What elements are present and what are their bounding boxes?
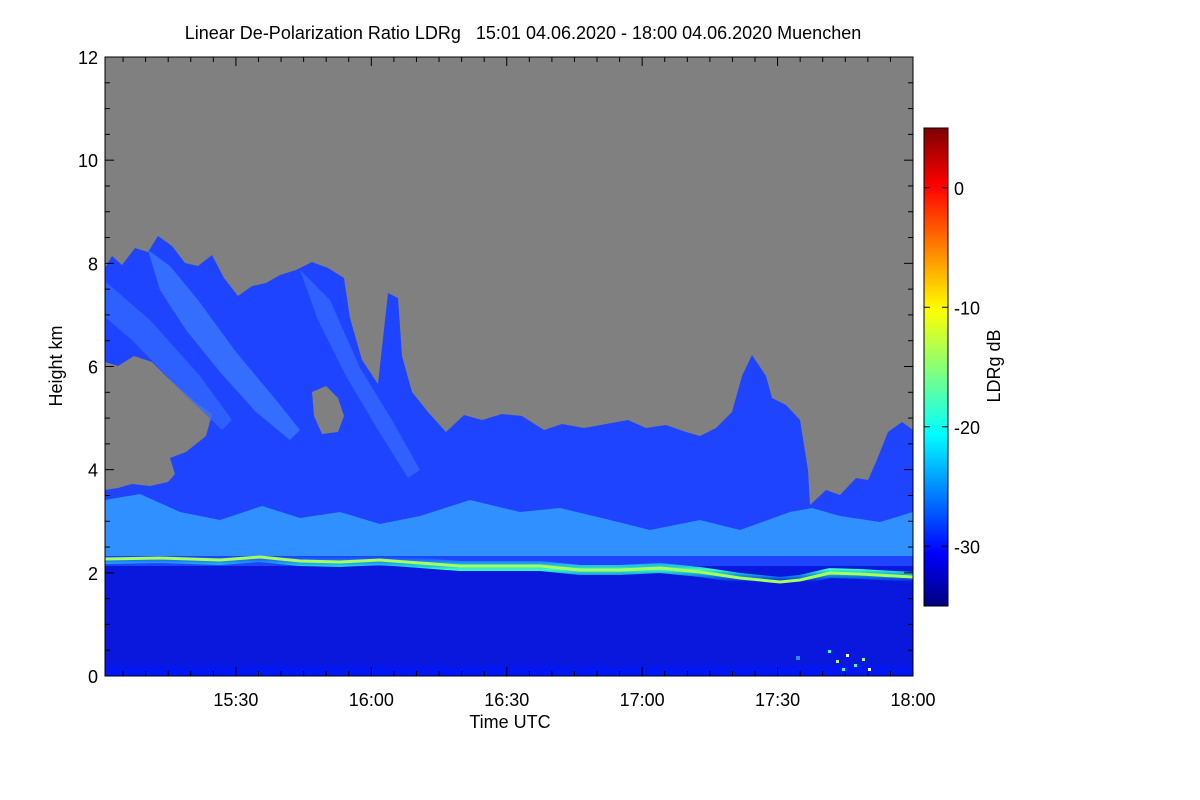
x-tick-label: 18:00 bbox=[890, 690, 935, 710]
cloud-light-streak-2 bbox=[300, 270, 420, 478]
colorbar-tick-label: -10 bbox=[954, 298, 980, 318]
lower-boundary-layer-dip bbox=[640, 572, 913, 600]
y-tick-label: 10 bbox=[78, 151, 98, 171]
x-axis-label: Time UTC bbox=[469, 712, 550, 732]
speckle-cluster bbox=[796, 650, 871, 671]
clear-sky-patch-left bbox=[105, 356, 212, 490]
cloud-base-fringe bbox=[105, 494, 913, 556]
clear-sky-patch-mid bbox=[312, 386, 344, 434]
plot-area bbox=[105, 57, 913, 676]
x-tick-label: 17:30 bbox=[755, 690, 800, 710]
y-tick-label: 6 bbox=[88, 358, 98, 378]
y-tick-label: 12 bbox=[78, 48, 98, 68]
y-tick-label: 8 bbox=[88, 254, 98, 274]
colorbar-label: LDRg dB bbox=[984, 329, 1004, 402]
cloud-light-streak bbox=[148, 250, 300, 440]
colorbar-tick-label: 0 bbox=[954, 179, 964, 199]
y-tick-label: 2 bbox=[88, 564, 98, 584]
x-tick-label: 16:30 bbox=[484, 690, 529, 710]
y-axis-label: Height km bbox=[46, 325, 66, 406]
colorbar-ticks: 0 -10 -20 -30 bbox=[924, 179, 980, 557]
y-tick-label: 0 bbox=[88, 667, 98, 687]
colorbar-tick-label: -20 bbox=[954, 418, 980, 438]
cloud-region bbox=[105, 236, 913, 580]
aerosol-layer-core bbox=[105, 555, 913, 584]
y-tick-label: 4 bbox=[88, 461, 98, 481]
colorbar bbox=[923, 127, 949, 607]
x-tick-label: 16:00 bbox=[349, 690, 394, 710]
cloud-light-streak-3 bbox=[106, 282, 232, 430]
x-tick-label: 17:00 bbox=[620, 690, 665, 710]
colorbar-tick-label: -30 bbox=[954, 537, 980, 557]
chart-title: Linear De-Polarization Ratio LDRg 15:01 … bbox=[185, 23, 861, 43]
y-axis: 0 2 4 6 8 10 12 bbox=[78, 48, 913, 687]
surface-band bbox=[105, 666, 913, 676]
x-axis: 15:30 16:00 16:30 17:00 17:30 18:00 bbox=[122, 57, 936, 710]
x-tick-label: 15:30 bbox=[213, 690, 258, 710]
